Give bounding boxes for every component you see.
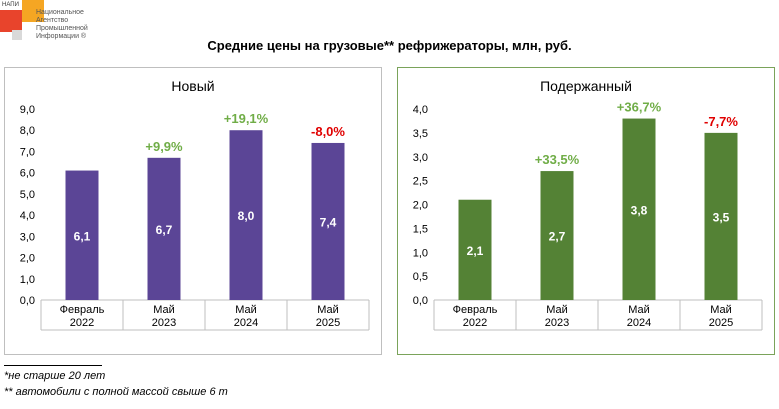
y-tick-label: 2,0: [413, 200, 428, 212]
bar: [704, 132, 738, 300]
bar-value-label: 3,5: [713, 210, 730, 224]
y-tick-label: 2,0: [20, 253, 35, 265]
change-label: +33,5%: [535, 152, 580, 167]
logo-name-line: Информации ®: [36, 33, 87, 40]
x-tick-label: Май: [546, 304, 568, 316]
logo-gray-square: [12, 30, 22, 40]
footnote: ** автомобили с полной массой свыше 6 т: [4, 386, 228, 398]
bar-value-label: 3,8: [631, 203, 648, 217]
logo-name-line: Агентство: [36, 17, 69, 24]
chart-title: Новый: [171, 78, 215, 94]
y-tick-label: 3,5: [413, 128, 428, 140]
change-label: -8,0%: [311, 124, 345, 139]
bar: [540, 171, 574, 300]
bar-value-label: 7,4: [320, 215, 337, 229]
bar: [65, 170, 99, 300]
logo-name-line: Промышленной: [36, 25, 88, 32]
logo-red-square: [0, 10, 22, 32]
y-tick-label: 0,5: [413, 271, 428, 283]
x-tick-label: Февраль: [60, 304, 105, 316]
footnote-divider: [4, 365, 102, 366]
x-tick-label: 2023: [152, 317, 176, 329]
x-tick-label: 2023: [545, 317, 569, 329]
x-tick-label: Май: [235, 304, 257, 316]
napi-logo: НАПИ Национальное Агентство Промышленной…: [0, 0, 95, 45]
logo-name-line: Национальное: [36, 9, 84, 16]
logo-tag: НАПИ: [2, 2, 19, 8]
change-label: +36,7%: [617, 100, 662, 115]
x-tick-label: 2022: [463, 317, 487, 329]
y-tick-label: 1,0: [413, 247, 428, 259]
chart-new-svg: 0,0 1,0 2,0 3,0 4,0 5,0 6,0 7,0 8,0 9,0 6,1 Февраль…: [20, 104, 370, 331]
x-tick-label: Май: [317, 304, 339, 316]
bar-value-label: 2,7: [549, 230, 566, 244]
x-tick-label: Май: [628, 304, 650, 316]
y-tick-label: 7,0: [20, 146, 35, 158]
x-tick-label: 2025: [316, 317, 340, 329]
y-tick-label: 1,5: [413, 223, 428, 235]
bar: [458, 199, 492, 300]
y-tick-label: 4,0: [20, 210, 35, 222]
footnote: *не старше 20 лет: [4, 370, 106, 382]
chart-panel-used: Подержанный 0,0 0,5 1,0 1,5 2,0 2,5 3,0 3,5 4,0 2…: [397, 67, 775, 355]
logo-orange-square: [22, 0, 44, 22]
y-tick-label: 9,0: [20, 104, 35, 116]
y-tick-label: 2,5: [413, 176, 428, 188]
y-tick-label: 0,0: [413, 295, 428, 307]
logo-name: Национальное Агентство Промышленной Инфо…: [36, 9, 96, 41]
y-tick-label: 0,0: [20, 295, 35, 307]
y-tick-label: 5,0: [20, 189, 35, 201]
change-label: +19,1%: [224, 111, 269, 126]
x-tick-label: 2024: [234, 317, 258, 329]
bar-value-label: 8,0: [238, 209, 255, 223]
y-tick-label: 8,0: [20, 125, 35, 137]
x-tick-label: 2022: [70, 317, 94, 329]
change-label: -7,7%: [704, 114, 738, 129]
bar-value-label: 2,1: [467, 244, 484, 258]
x-tick-label: 2025: [709, 317, 733, 329]
chart-title: Подержанный: [540, 78, 632, 94]
bar: [229, 130, 263, 300]
page-title: Средние цены на грузовые** рефрижераторы…: [207, 38, 572, 53]
bar: [622, 118, 656, 300]
y-tick-label: 3,0: [20, 231, 35, 243]
x-tick-label: 2024: [627, 317, 651, 329]
bar-value-label: 6,1: [74, 229, 91, 243]
x-tick-label: Февраль: [453, 304, 498, 316]
y-tick-label: 6,0: [20, 168, 35, 180]
chart-panel-new: Новый 0,0 1,0 2,0 3,0 4,0 5,0 6,0 7,0 8,0 9,0 6,1 Ф…: [4, 67, 382, 355]
x-tick-label: Май: [153, 304, 175, 316]
bar: [147, 157, 181, 300]
y-tick-label: 1,0: [20, 274, 35, 286]
x-tick-label: Май: [710, 304, 732, 316]
chart-used-svg: 0,00,51,01,52,02,53,03,54,02,1Февраль202…: [413, 100, 763, 331]
y-tick-label: 4,0: [413, 104, 428, 116]
change-label: +9,9%: [145, 139, 183, 154]
y-tick-label: 3,0: [413, 152, 428, 164]
bar-value-label: 6,7: [156, 223, 173, 237]
bar: [311, 142, 345, 300]
